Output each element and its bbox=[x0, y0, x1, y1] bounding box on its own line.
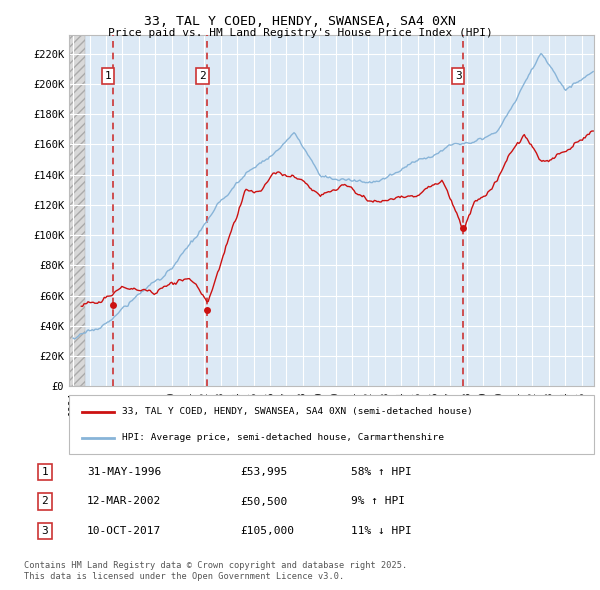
Text: £105,000: £105,000 bbox=[240, 526, 294, 536]
Text: 33, TAL Y COED, HENDY, SWANSEA, SA4 0XN: 33, TAL Y COED, HENDY, SWANSEA, SA4 0XN bbox=[144, 15, 456, 28]
Text: 3: 3 bbox=[455, 71, 461, 81]
Text: 9% ↑ HPI: 9% ↑ HPI bbox=[351, 497, 405, 506]
Text: HPI: Average price, semi-detached house, Carmarthenshire: HPI: Average price, semi-detached house,… bbox=[121, 433, 443, 442]
Text: 11% ↓ HPI: 11% ↓ HPI bbox=[351, 526, 412, 536]
Text: 2: 2 bbox=[41, 497, 49, 506]
Text: 3: 3 bbox=[41, 526, 49, 536]
Text: 1: 1 bbox=[104, 71, 111, 81]
FancyBboxPatch shape bbox=[69, 395, 594, 454]
Text: 33, TAL Y COED, HENDY, SWANSEA, SA4 0XN (semi-detached house): 33, TAL Y COED, HENDY, SWANSEA, SA4 0XN … bbox=[121, 407, 472, 417]
Text: £50,500: £50,500 bbox=[240, 497, 287, 506]
Text: 1: 1 bbox=[41, 467, 49, 477]
Text: £53,995: £53,995 bbox=[240, 467, 287, 477]
Text: 10-OCT-2017: 10-OCT-2017 bbox=[87, 526, 161, 536]
Text: 58% ↑ HPI: 58% ↑ HPI bbox=[351, 467, 412, 477]
Text: This data is licensed under the Open Government Licence v3.0.: This data is licensed under the Open Gov… bbox=[24, 572, 344, 581]
Text: Price paid vs. HM Land Registry's House Price Index (HPI): Price paid vs. HM Land Registry's House … bbox=[107, 28, 493, 38]
Text: Contains HM Land Registry data © Crown copyright and database right 2025.: Contains HM Land Registry data © Crown c… bbox=[24, 560, 407, 569]
Text: 2: 2 bbox=[199, 71, 206, 81]
Text: 12-MAR-2002: 12-MAR-2002 bbox=[87, 497, 161, 506]
Text: 31-MAY-1996: 31-MAY-1996 bbox=[87, 467, 161, 477]
